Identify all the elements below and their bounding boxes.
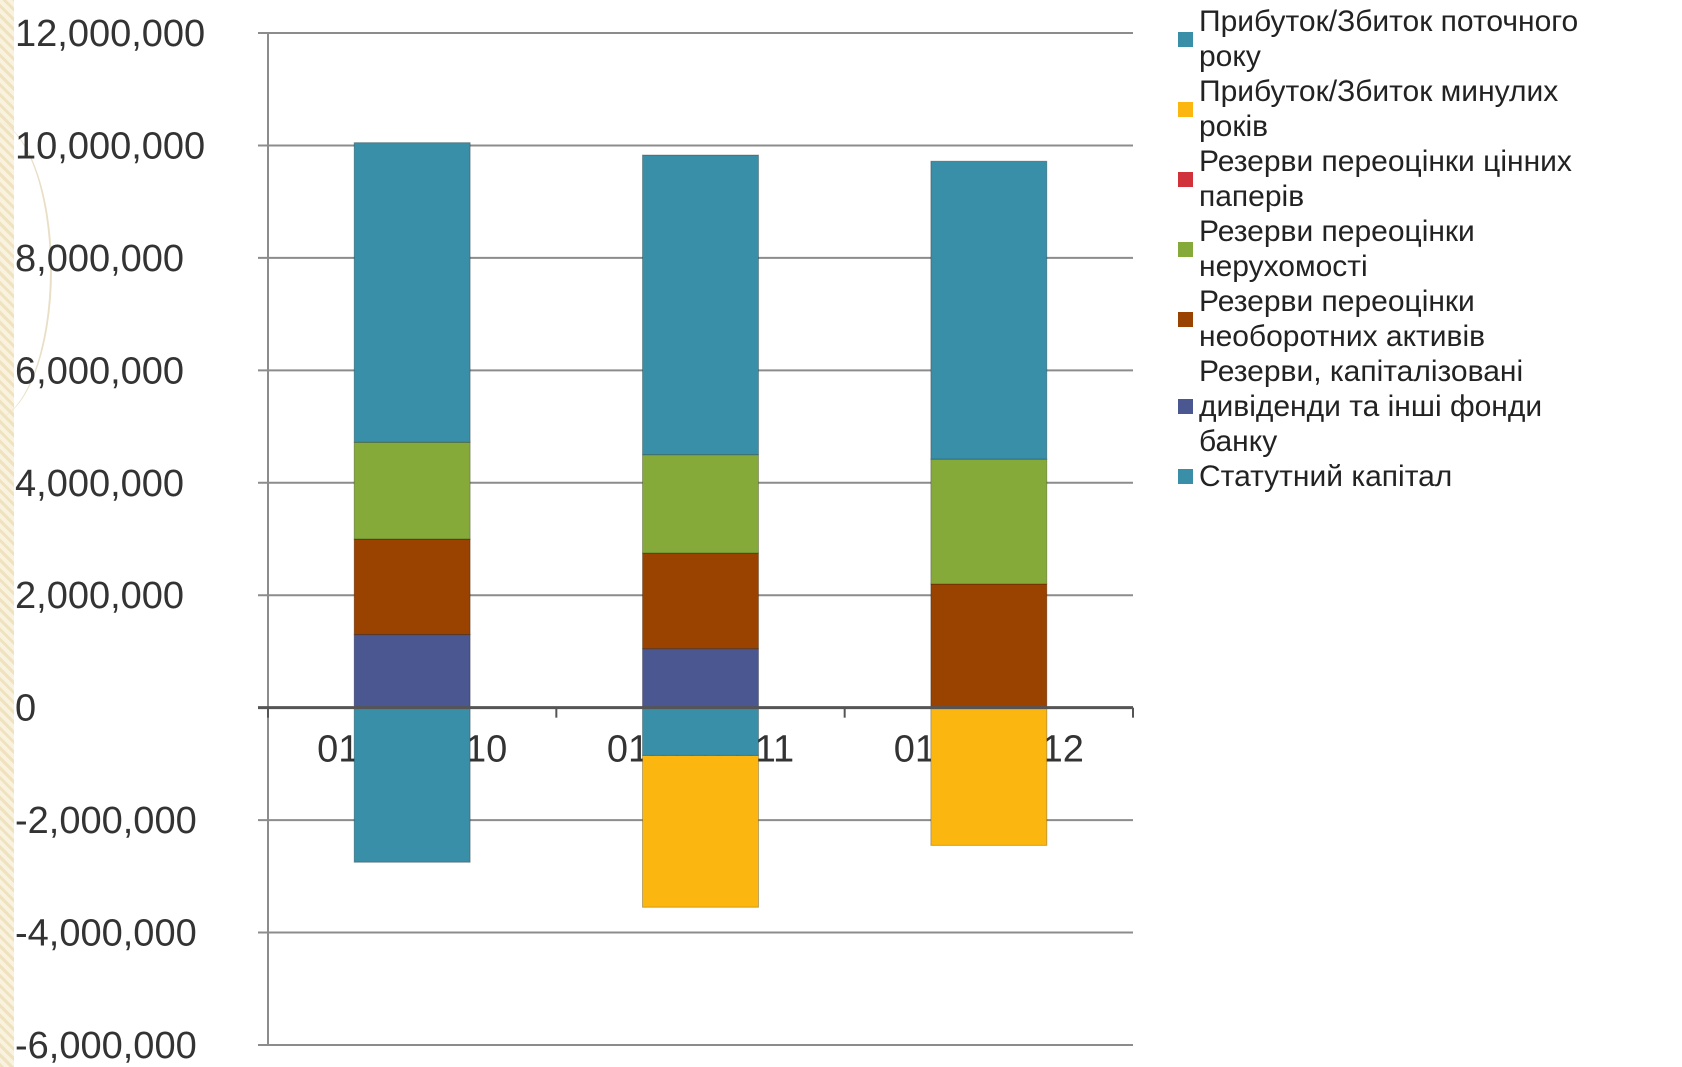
legend-label: Прибуток/Збиток минулих років: [1199, 74, 1558, 144]
segment-real-estate-revaluation: [930, 458, 1048, 585]
y-tick-label: -2,000,000: [15, 800, 197, 842]
legend-label-line: необоротних активів: [1199, 320, 1486, 353]
segment-current-year-result: [930, 160, 1048, 460]
legend-label-line: дивіденди та інші фонди: [1199, 390, 1543, 423]
segment-non-current-assets-revaluation: [930, 583, 1048, 709]
legend-label: Резерви, капіталізовані дивіденди та інші…: [1199, 354, 1542, 459]
y-tick-label: -4,000,000: [15, 913, 197, 955]
slide-decorative-arc: [0, 120, 52, 420]
y-tick-label: 4,000,000: [15, 463, 184, 505]
y-tick-label: 10,000,000: [15, 125, 205, 167]
legend-swatch: [1178, 101, 1193, 117]
legend-label-line: Резерви переоцінки: [1199, 215, 1475, 248]
y-tick-label: 8,000,000: [15, 238, 184, 280]
legend-label-line: Резерви переоцінки цінних: [1199, 145, 1572, 178]
segment-non-current-assets-revaluation: [642, 552, 759, 650]
legend-item: Резерви, капіталізовані дивіденди та інші…: [1178, 354, 1678, 459]
legend-item: Статутний капітал: [1178, 459, 1678, 494]
legend-swatch: [1178, 399, 1193, 414]
legend-label-line: Резерви переоцінки: [1199, 285, 1475, 318]
legend-swatch: [1178, 31, 1193, 47]
segment-statutory-capital: [353, 707, 471, 863]
legend-label-line: нерухомості: [1199, 250, 1368, 283]
legend-item: Прибуток/Збиток поточного року: [1178, 4, 1678, 74]
stacked-bar-chart: 01/01/201001/01/201101/01/2012 12,000,00…: [15, 13, 1134, 1067]
legend-label-line: Прибуток/Збиток поточного: [1199, 5, 1579, 38]
segment-prior-years-result: [642, 754, 759, 908]
segment-capitalized-reserves: [353, 634, 471, 709]
legend-label-line: паперів: [1199, 180, 1305, 213]
legend-label: Резерви переоцінки необоротних активів: [1199, 284, 1485, 354]
legend-label: Статутний капітал: [1199, 459, 1452, 494]
legend-label: Прибуток/Збиток поточного року: [1199, 4, 1578, 74]
y-tick-label: 0: [15, 688, 36, 730]
legend-item: Прибуток/Збиток минулих років: [1178, 74, 1678, 144]
segment-current-year-result: [353, 142, 471, 443]
legend-item: Резерви переоцінки необоротних активів: [1178, 284, 1678, 354]
legend-label-line: Прибуток/Збиток минулих: [1199, 75, 1559, 108]
axes: [258, 33, 1134, 1045]
legend-swatch: [1178, 171, 1193, 187]
segment-real-estate-revaluation: [642, 454, 759, 554]
legend-label: Резерви переоцінки нерухомості: [1199, 214, 1475, 284]
legend-label-line: Статутний капітал: [1199, 460, 1453, 493]
legend-label-line: років: [1199, 110, 1269, 143]
y-tick-label: -6,000,000: [15, 1025, 197, 1067]
legend-label-line: року: [1199, 40, 1261, 73]
segment-statutory-capital: [642, 707, 759, 756]
legend-swatch: [1178, 241, 1193, 257]
legend-item: Резерви переоцінки нерухомості: [1178, 214, 1678, 284]
legend-label-line: Резерви, капіталізовані: [1199, 355, 1524, 388]
y-tick-label: 2,000,000: [15, 575, 184, 617]
segment-current-year-result: [642, 154, 759, 456]
segment-prior-years-result: [930, 707, 1048, 846]
segment-capitalized-reserves: [642, 648, 759, 709]
legend-item: Резерви переоцінки цінних паперів: [1178, 144, 1678, 214]
legend-swatch: [1178, 311, 1193, 327]
legend-label: Резерви переоцінки цінних паперів: [1199, 144, 1572, 214]
chart-legend: Прибуток/Збиток поточного року Прибуток/Зб…: [1178, 4, 1678, 494]
legend-swatch: [1178, 469, 1193, 484]
segment-non-current-assets-revaluation: [353, 538, 471, 636]
y-tick-label: 6,000,000: [15, 350, 184, 392]
bar-segments: [353, 142, 1048, 908]
segment-real-estate-revaluation: [353, 441, 471, 540]
y-tick-label: 12,000,000: [15, 13, 205, 55]
legend-label-line: банку: [1199, 425, 1278, 458]
axis-labels: 12,000,000 10,000,000 8,000,000 6,000,000 4,…: [15, 13, 205, 1067]
